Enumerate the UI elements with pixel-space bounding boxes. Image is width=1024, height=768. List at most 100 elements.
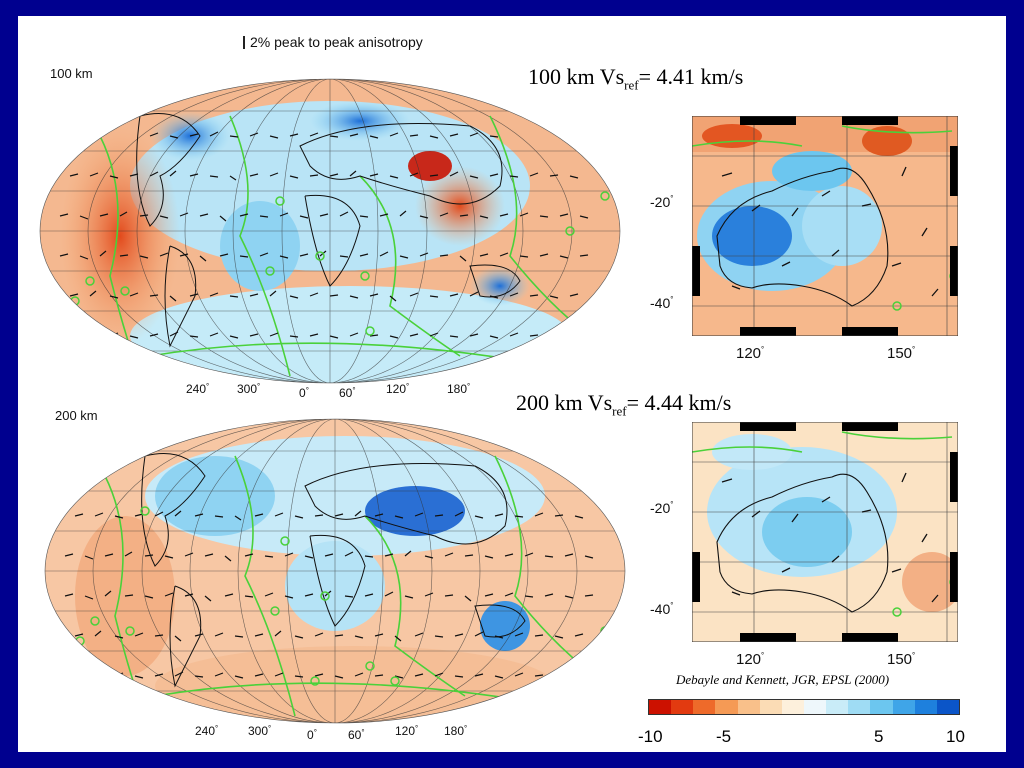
colorbar-label-2: -5 <box>716 727 732 746</box>
regional-title-prefix: 100 km Vs <box>528 64 625 89</box>
lat-tick-top-1: -20° <box>650 194 673 210</box>
reg-lon-tick-bottom-1: 120° <box>736 651 764 668</box>
regional-title-100: 100 km Vsref= 4.41 km/s <box>528 64 743 93</box>
lat-tick-bottom-2: -40° <box>650 601 673 617</box>
lon-tick-top-5: 120° <box>386 382 409 396</box>
lon-tick-top-3: 0° <box>299 386 309 400</box>
colorbar-label-4: 10 <box>946 727 965 746</box>
depth-label-200: 200 km <box>55 408 98 423</box>
regional-title-200: 200 km Vsref= 4.44 km/s <box>516 390 731 419</box>
colorbar-swatch <box>649 700 672 714</box>
colorbar-label-1: -10 <box>638 727 663 746</box>
degree-symbol: ° <box>912 651 916 660</box>
lon-tick-bottom-4: 60° <box>348 728 365 742</box>
colorbar-swatch <box>936 700 959 714</box>
colorbar-swatch <box>826 700 849 714</box>
lat-tick-text: -40 <box>650 295 671 311</box>
degree-symbol: ° <box>670 500 674 509</box>
reg-lon-tick-text: 120 <box>736 651 762 668</box>
reg-lon-tick-text: 150 <box>887 345 913 362</box>
degree-symbol: ° <box>215 724 219 733</box>
scale-note-text: 2% peak to peak anisotropy <box>250 34 423 50</box>
lon-tick-bottom-3: 0° <box>307 728 317 742</box>
degree-symbol: ° <box>670 295 674 304</box>
lon-tick-top-6: 180° <box>447 382 470 396</box>
lat-tick-bottom-1: -20° <box>650 500 673 516</box>
scale-bar-icon <box>243 36 245 49</box>
reg-lon-tick-text: 150 <box>887 651 913 668</box>
lon-tick-text: 60 <box>348 728 362 742</box>
colorbar-swatch <box>737 700 760 714</box>
regional-map-canvas-200 <box>692 422 958 642</box>
colorbar-label-3: 5 <box>874 727 884 746</box>
colorbar-swatch <box>892 700 915 714</box>
degree-symbol: ° <box>313 728 317 737</box>
lon-tick-top-4: 60° <box>339 386 356 400</box>
lon-tick-text: 120 <box>386 382 407 396</box>
degree-symbol: ° <box>305 386 309 395</box>
lon-tick-text: 120 <box>395 724 416 738</box>
colorbar-swatch <box>870 700 893 714</box>
lon-tick-text: 300 <box>248 724 269 738</box>
degree-symbol: ° <box>257 382 261 391</box>
lon-tick-text: 0 <box>307 728 314 742</box>
colorbar-swatch <box>715 700 738 714</box>
depth-label-100: 100 km <box>50 66 93 81</box>
lon-tick-bottom-1: 240° <box>195 724 218 738</box>
lon-tick-bottom-2: 300° <box>248 724 271 738</box>
colorbar-swatch <box>803 700 827 714</box>
figure-panel: 2% peak to peak anisotropy 100 km <box>18 16 1006 752</box>
degree-symbol: ° <box>761 345 765 354</box>
regional-map-200km: -20° -40° <box>628 418 958 646</box>
regional-map-100km: -20° -40° <box>628 112 958 340</box>
colorbar-swatch <box>759 700 782 714</box>
colorbar-swatch <box>671 700 694 714</box>
velocity-colorbar <box>648 699 960 715</box>
degree-symbol: ° <box>415 724 419 733</box>
degree-symbol: ° <box>206 382 210 391</box>
anisotropy-scale-note: 2% peak to peak anisotropy <box>243 34 423 50</box>
regional-title-sub: ref <box>624 77 639 93</box>
lon-tick-top-1: 240° <box>186 382 209 396</box>
colorbar-swatch <box>914 700 937 714</box>
lon-tick-bottom-5: 120° <box>395 724 418 738</box>
colorbar-swatch <box>781 700 804 714</box>
reg-lon-tick-text: 120 <box>736 345 762 362</box>
lat-tick-top-2: -40° <box>650 295 673 311</box>
degree-symbol: ° <box>464 724 468 733</box>
lon-tick-text: 240 <box>186 382 207 396</box>
lat-tick-text: -20 <box>650 194 671 210</box>
lon-tick-text: 0 <box>299 386 306 400</box>
lon-tick-top-2: 300° <box>237 382 260 396</box>
lon-tick-bottom-6: 180° <box>444 724 467 738</box>
global-map-200km <box>44 418 626 724</box>
lon-tick-text: 180 <box>444 724 465 738</box>
citation: Debayle and Kennett, JGR, EPSL (2000) <box>676 672 890 687</box>
colorbar-swatch <box>848 700 871 714</box>
regional-map-canvas-100 <box>692 116 958 336</box>
lat-tick-text: -40 <box>650 601 671 617</box>
global-map-100km <box>39 78 621 384</box>
reg-lon-tick-bottom-2: 150° <box>887 651 915 668</box>
lat-tick-text: -20 <box>650 500 671 516</box>
lon-tick-text: 300 <box>237 382 258 396</box>
degree-symbol: ° <box>268 724 272 733</box>
regional-title-suffix: = 4.44 km/s <box>626 390 732 415</box>
regional-title-sub: ref <box>612 403 627 419</box>
colorbar-swatch <box>693 700 716 714</box>
degree-symbol: ° <box>670 601 674 610</box>
regional-title-suffix: = 4.41 km/s <box>638 64 744 89</box>
reg-lon-tick-top-1: 120° <box>736 345 764 362</box>
degree-symbol: ° <box>467 382 471 391</box>
regional-title-prefix: 200 km Vs <box>516 390 613 415</box>
degree-symbol: ° <box>361 728 365 737</box>
lon-tick-text: 60 <box>339 386 353 400</box>
degree-symbol: ° <box>670 194 674 203</box>
degree-symbol: ° <box>352 386 356 395</box>
degree-symbol: ° <box>406 382 410 391</box>
lon-tick-text: 240 <box>195 724 216 738</box>
reg-lon-tick-top-2: 150° <box>887 345 915 362</box>
degree-symbol: ° <box>761 651 765 660</box>
degree-symbol: ° <box>912 345 916 354</box>
lon-tick-text: 180 <box>447 382 468 396</box>
